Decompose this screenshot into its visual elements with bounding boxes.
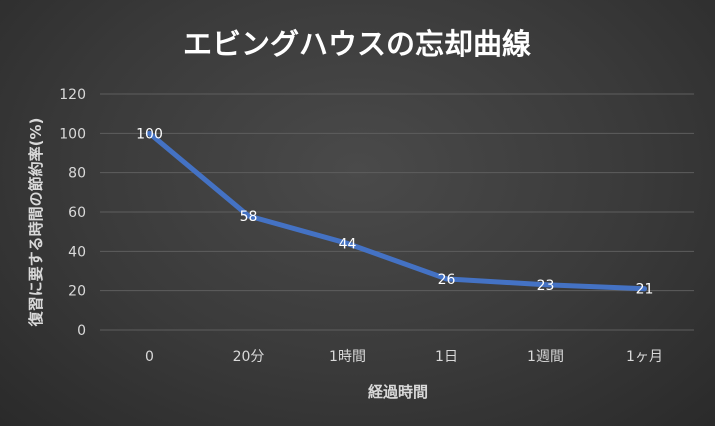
series-line	[147, 130, 647, 292]
x-tick-label: 20分	[233, 349, 265, 365]
series-line-layer	[147, 130, 647, 292]
data-label: 44	[339, 236, 357, 252]
data-point	[246, 213, 251, 219]
x-tick-label: 1時間	[329, 349, 366, 365]
x-tick-label: 1週間	[527, 349, 564, 365]
x-tick-label: 1日	[435, 349, 458, 365]
y-tick-label: 60	[68, 205, 86, 221]
x-tick-label: 0	[145, 349, 154, 365]
chart-title: エビングハウスの忘却曲線	[183, 27, 531, 61]
y-axis-title: 復習に要する時間の節約率(%)	[27, 118, 45, 328]
data-point	[147, 130, 152, 136]
x-tick-label: 1ヶ月	[626, 349, 663, 365]
data-point	[543, 282, 548, 288]
data-label: 23	[537, 278, 555, 294]
y-tick-label: 120	[59, 87, 86, 103]
y-tick-label: 40	[68, 244, 86, 260]
data-label: 26	[438, 272, 456, 288]
y-tick-label: 80	[68, 166, 86, 182]
data-labels: 100 58 44 26 23 21	[136, 126, 653, 297]
gridlines	[100, 93, 694, 331]
data-point	[444, 276, 449, 282]
data-point	[345, 240, 350, 246]
data-label: 58	[240, 209, 258, 225]
x-axis-ticks: 0 20分 1時間 1日 1週間 1ヶ月	[145, 349, 663, 365]
data-label: 100	[136, 126, 163, 142]
y-tick-label: 100	[59, 126, 86, 142]
x-axis-title: 経過時間	[368, 383, 428, 401]
data-label: 21	[636, 282, 654, 298]
y-axis-ticks: 0 20 40 60 80 100 120	[59, 87, 86, 339]
y-tick-label: 0	[77, 323, 86, 339]
data-point	[642, 286, 647, 292]
y-tick-label: 20	[68, 284, 86, 300]
